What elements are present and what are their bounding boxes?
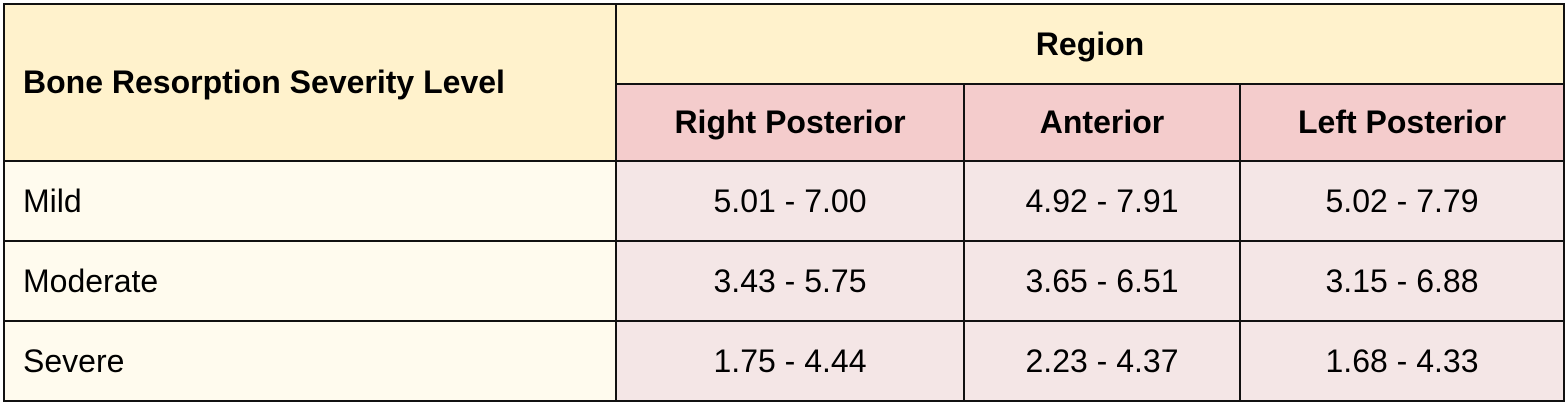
- cell-mild-right-posterior: 5.01 - 7.00: [615, 160, 965, 242]
- row-label-moderate: Moderate: [3, 240, 617, 322]
- cell-severe-right-posterior: 1.75 - 4.44: [615, 320, 965, 402]
- table-container: Bone Resorption Severity Level Region Ri…: [3, 3, 1565, 402]
- table-row-moderate: Moderate 3.43 - 5.75 3.65 - 6.51 3.15 - …: [3, 240, 1565, 322]
- bone-resorption-table: Bone Resorption Severity Level Region Ri…: [3, 3, 1565, 402]
- row-label-mild: Mild: [3, 160, 617, 242]
- header-row-sub: Right Posterior Anterior Left Posterior: [4, 83, 1565, 162]
- cell-severe-left-posterior: 1.68 - 4.33: [1239, 320, 1565, 402]
- severity-level-header: Bone Resorption Severity Level: [3, 3, 617, 162]
- cell-mild-anterior: 4.92 - 7.91: [963, 160, 1241, 242]
- cell-moderate-anterior: 3.65 - 6.51: [963, 240, 1241, 322]
- column-header-anterior: Anterior: [963, 83, 1241, 162]
- header-row-top: Bone Resorption Severity Level Region: [3, 3, 1565, 162]
- region-header: Region: [615, 3, 1565, 85]
- cell-moderate-left-posterior: 3.15 - 6.88: [1239, 240, 1565, 322]
- column-header-right-posterior: Right Posterior: [615, 83, 965, 162]
- cell-severe-anterior: 2.23 - 4.37: [963, 320, 1241, 402]
- table-row-severe: Severe 1.75 - 4.44 2.23 - 4.37 1.68 - 4.…: [3, 320, 1565, 402]
- table-row-mild: Mild 5.01 - 7.00 4.92 - 7.91 5.02 - 7.79: [3, 160, 1565, 242]
- row-label-severe: Severe: [3, 320, 617, 402]
- column-header-left-posterior: Left Posterior: [1239, 83, 1565, 162]
- cell-moderate-right-posterior: 3.43 - 5.75: [615, 240, 965, 322]
- cell-mild-left-posterior: 5.02 - 7.79: [1239, 160, 1565, 242]
